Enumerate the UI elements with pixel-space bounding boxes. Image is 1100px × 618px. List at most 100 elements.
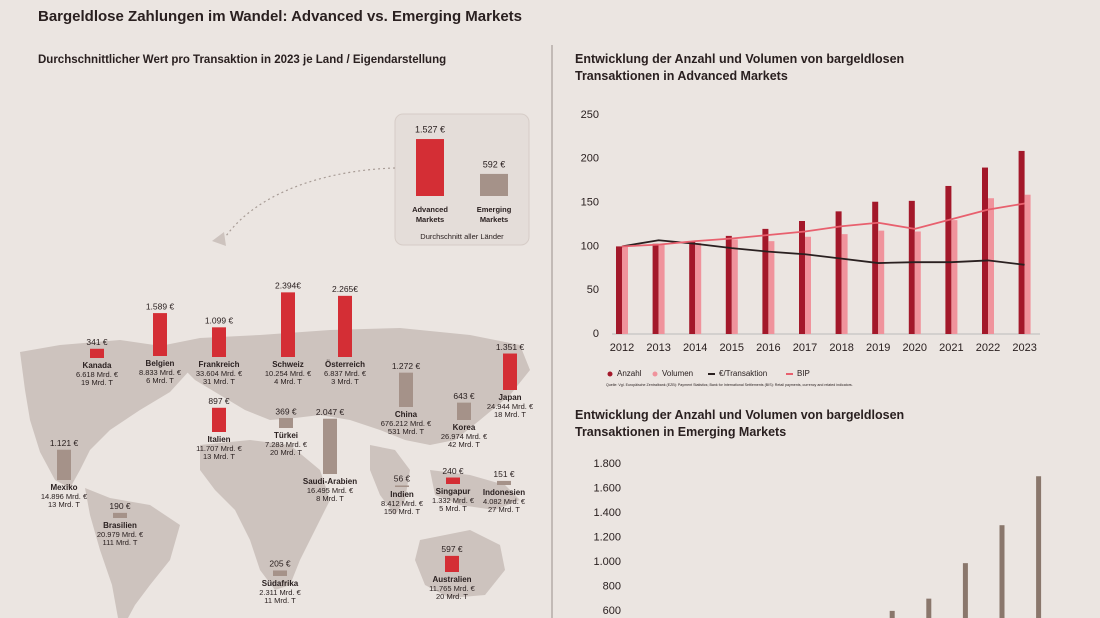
- volume-label: 2.311 Mrd. €: [259, 588, 301, 597]
- bar: [799, 220, 805, 334]
- legend-marker: [652, 371, 658, 377]
- volume-label: 7.283 Mrd. €: [265, 440, 308, 449]
- y-tick-label: 1.000: [593, 556, 621, 568]
- count-label: 27 Mrd. T: [488, 505, 520, 514]
- bar: [695, 242, 702, 334]
- source-note: Quelle: Vgl. Europäische Zentralbank (EZ…: [606, 383, 853, 387]
- count-label: 20 Mrd. T: [436, 592, 468, 601]
- y-tick-label: 0: [593, 328, 599, 340]
- country-label: Australien: [432, 575, 471, 584]
- value-label: 240 €: [442, 466, 464, 476]
- bar: [872, 201, 879, 334]
- bar: [497, 480, 511, 485]
- bar: [57, 449, 71, 480]
- y-tick-label: 200: [581, 153, 599, 165]
- bar: [399, 372, 413, 407]
- y-tick-label: 100: [581, 240, 599, 252]
- x-tick-label: 2021: [939, 342, 963, 354]
- volume-label: 14.896 Mrd. €: [41, 492, 88, 501]
- bar: [416, 139, 444, 196]
- bar: [689, 241, 696, 334]
- bar: [962, 563, 968, 618]
- bar: [889, 610, 895, 618]
- bar: [445, 555, 459, 572]
- volume-label: 10.254 Mrd. €: [265, 369, 312, 378]
- value-label: 1.099 €: [205, 316, 234, 326]
- volume-label: 33.604 Mrd. €: [196, 369, 243, 378]
- value-label: 643 €: [453, 391, 475, 401]
- bar: [323, 418, 337, 474]
- bar: [878, 230, 885, 334]
- bar: [762, 228, 769, 334]
- bar: [835, 211, 842, 334]
- volume-label: 6.837 Mrd. €: [324, 369, 367, 378]
- pointer-arrow: [212, 232, 226, 246]
- volume-label: 11.707 Mrd. €: [196, 444, 243, 453]
- bar: [1024, 194, 1031, 334]
- bar: [731, 239, 738, 334]
- volume-label: 8.412 Mrd. €: [381, 499, 424, 508]
- category-label: Advanced Markets: [412, 205, 448, 224]
- value-label: 1.121 €: [50, 438, 79, 448]
- count-label: 150 Mrd. T: [384, 507, 421, 516]
- legend-label: Volumen: [662, 369, 693, 378]
- bar: [652, 243, 659, 334]
- count-label: 6 Mrd. T: [146, 376, 174, 385]
- value-label: 1.527 €: [415, 124, 445, 134]
- count-label: 4 Mrd. T: [274, 377, 302, 386]
- volume-label: 24.944 Mrd. €: [487, 402, 534, 411]
- legend-label: BIP: [797, 369, 810, 378]
- value-label: 341 €: [86, 337, 108, 347]
- bar: [951, 220, 958, 334]
- volume-label: 6.618 Mrd. €: [76, 370, 119, 379]
- country-label: Indien: [390, 490, 414, 499]
- volume-label: 676.212 Mrd. €: [381, 419, 432, 428]
- bar: [279, 418, 293, 428]
- x-tick-label: 2014: [683, 342, 707, 354]
- count-label: 13 Mrd. T: [48, 500, 80, 509]
- value-label: 151 €: [493, 469, 515, 479]
- legend-marker: [607, 371, 613, 377]
- bar: [841, 234, 848, 334]
- value-label: 597 €: [441, 544, 463, 554]
- y-tick-label: 150: [581, 197, 599, 209]
- chart-title: Entwicklung der Anzahl und Volumen von b…: [575, 52, 905, 83]
- country-label: Belgien: [146, 359, 175, 368]
- chart-title: Entwicklung der Anzahl und Volumen von b…: [575, 408, 905, 439]
- bar: [988, 198, 994, 334]
- bar: [503, 353, 517, 390]
- value-label: 2.394€: [275, 281, 301, 291]
- line: [621, 202, 1025, 248]
- bar: [622, 246, 628, 334]
- x-tick-label: 2012: [610, 342, 634, 354]
- volume-label: 11.765 Mrd. €: [429, 584, 476, 593]
- page-title: Bargeldlose Zahlungen im Wandel: Advance…: [38, 8, 522, 25]
- bar: [480, 173, 508, 196]
- bar: [945, 185, 952, 334]
- bar: [212, 327, 226, 357]
- country-label: Korea: [453, 423, 476, 432]
- volume-label: 8.833 Mrd. €: [139, 368, 182, 377]
- volume-label: 4.082 Mrd. €: [483, 497, 526, 506]
- country-label: Saudi-Arabien: [303, 477, 357, 486]
- volume-label: 1.332 Mrd. €: [432, 496, 475, 505]
- x-tick-label: 2013: [646, 342, 670, 354]
- value-label: 56 €: [394, 474, 411, 484]
- country-label: Italien: [207, 435, 230, 444]
- value-label: 2.047 €: [316, 407, 345, 417]
- y-tick-label: 1.400: [593, 507, 621, 519]
- value-label: 1.351 €: [496, 342, 525, 352]
- country-label: Brasilien: [103, 521, 137, 530]
- country-label: Kanada: [83, 361, 112, 370]
- value-label: 369 €: [275, 406, 297, 416]
- count-label: 8 Mrd. T: [316, 494, 344, 503]
- bar: [914, 231, 921, 334]
- x-tick-label: 2017: [793, 342, 817, 354]
- count-label: 19 Mrd. T: [81, 378, 113, 387]
- map-title: Durchschnittlicher Wert pro Transaktion …: [38, 54, 447, 66]
- bar: [658, 244, 665, 334]
- value-label: 190 €: [109, 501, 131, 511]
- bar: [1036, 476, 1042, 618]
- count-label: 20 Mrd. T: [270, 448, 302, 457]
